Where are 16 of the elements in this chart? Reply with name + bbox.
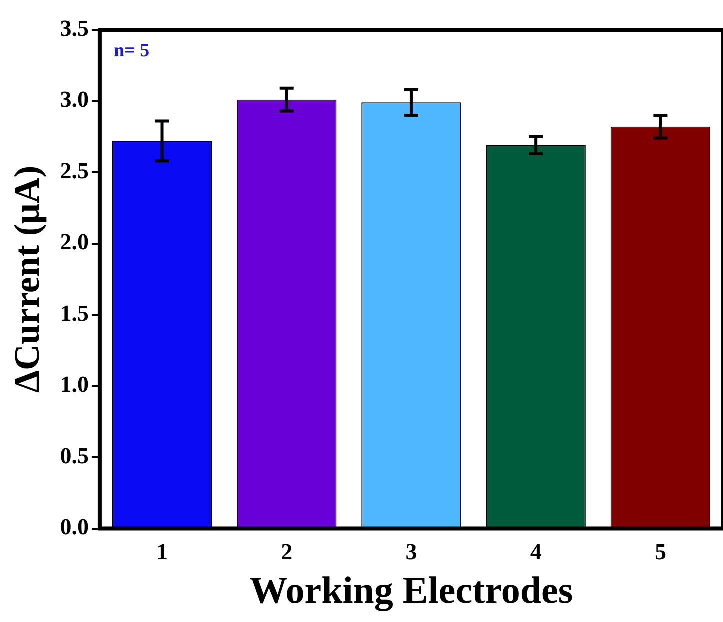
x-tick-label: 1 <box>156 540 168 565</box>
y-tick-label: 3.5 <box>60 16 89 41</box>
y-axis-title: ΔCurrent (μA) <box>6 166 47 394</box>
x-tick-label: 3 <box>406 540 418 565</box>
y-tick-label: 1.0 <box>60 372 89 398</box>
x-tick-label: 4 <box>530 540 542 565</box>
x-tick-label: 2 <box>281 540 293 565</box>
x-tick-label: 5 <box>654 540 666 565</box>
y-tick-label: 0.5 <box>60 443 89 468</box>
y-tick-label: 1.5 <box>60 300 89 326</box>
y-tick-label: 2.5 <box>60 158 89 184</box>
y-tick-label: 0.0 <box>60 514 89 540</box>
annotation: n= 5 <box>114 40 150 62</box>
x-axis-title: Working Electrodes <box>250 570 574 612</box>
y-tick-label: 2.0 <box>60 230 89 255</box>
y-tick-label: 3.0 <box>60 87 89 112</box>
